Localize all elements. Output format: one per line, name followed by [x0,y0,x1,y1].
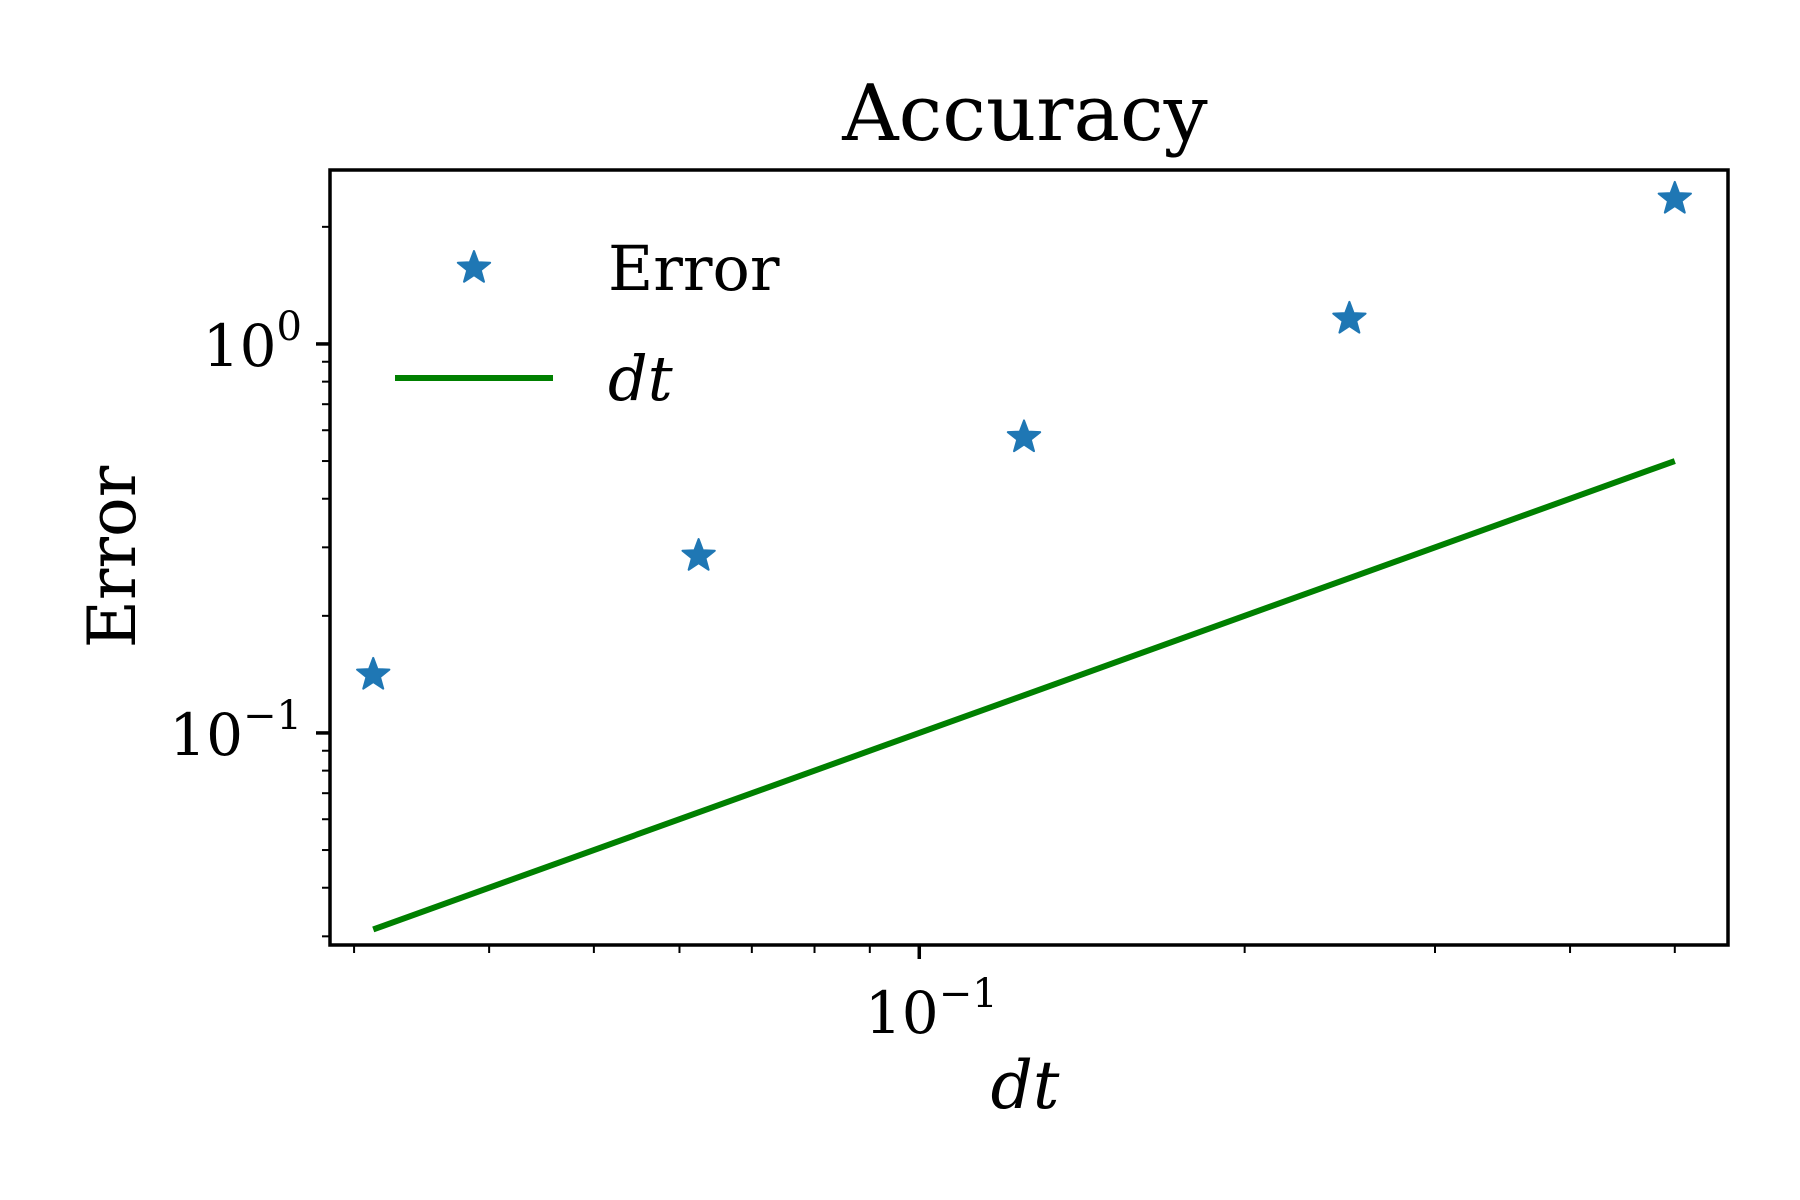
error-point [1657,180,1692,214]
y-tick-label: 100 [203,304,302,380]
y-axis-label: Error [74,465,151,648]
legend-star-swatch [456,250,492,283]
x-axis-label: dt [991,1047,1060,1124]
x-tick-label: 10−1 [865,971,998,1047]
x-axis: 10−1 [353,945,1676,1047]
error-point [356,656,391,690]
error-point [681,538,716,571]
legend: Error dt [395,232,780,415]
y-axis: 100 10−1 [169,225,330,938]
error-point [1006,419,1042,453]
legend-label-error: Error [608,232,780,305]
plot-area [356,180,1692,933]
plot-frame [328,168,1730,947]
chart-title: Accuracy [841,69,1207,159]
legend-label-dt: dt [608,342,673,415]
error-point [1332,300,1367,334]
dt-series-line [372,458,1676,933]
y-tick-label: 10−1 [169,693,302,769]
